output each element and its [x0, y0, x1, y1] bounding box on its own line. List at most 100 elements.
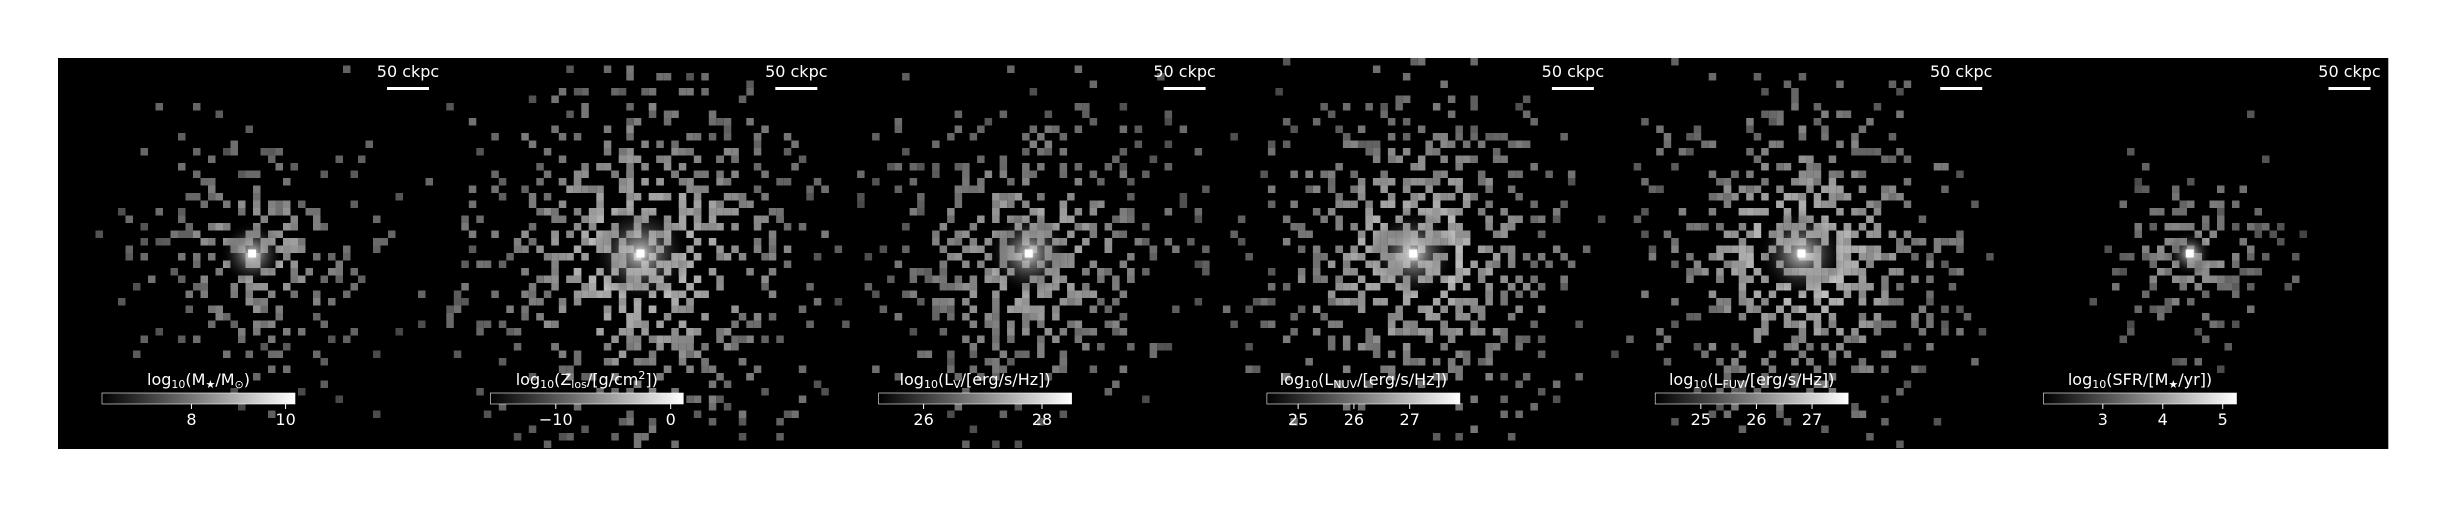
image-pixel — [969, 343, 978, 351]
image-pixel — [1723, 410, 1732, 418]
image-pixel — [1432, 313, 1441, 321]
image-pixel — [626, 410, 634, 418]
image-pixel — [1112, 380, 1120, 388]
image-pixel — [1320, 275, 1328, 283]
image-pixel — [1350, 268, 1358, 276]
image-pixel — [1507, 215, 1516, 223]
image-pixel — [1470, 425, 1478, 433]
image-pixel — [962, 298, 970, 306]
image-pixel — [1052, 283, 1060, 291]
image-pixel — [626, 170, 634, 178]
image-pixel — [1843, 230, 1852, 238]
image-pixel — [1783, 313, 1792, 321]
image-pixel — [813, 380, 822, 388]
image-pixel — [1440, 155, 1448, 163]
image-pixel — [320, 380, 328, 388]
image-pixel — [588, 185, 597, 193]
image-pixel — [1686, 313, 1694, 321]
image-pixel — [909, 163, 918, 171]
image-pixel — [1723, 200, 1732, 208]
image-pixel — [1746, 230, 1754, 238]
image-pixel — [693, 328, 702, 336]
image-pixel — [1768, 290, 1777, 298]
image-pixel — [902, 290, 910, 298]
image-pixel — [365, 140, 373, 148]
image-pixel — [1127, 215, 1135, 223]
image-pixel — [1746, 118, 1754, 126]
image-pixel — [723, 380, 732, 388]
image-pixel — [626, 73, 634, 81]
image-pixel — [1791, 178, 1799, 186]
image-pixel — [2209, 230, 2217, 238]
scale-bar-label: 50 ckpc — [2318, 62, 2380, 81]
image-pixel — [283, 253, 291, 261]
image-pixel — [1738, 380, 1747, 388]
image-pixel — [573, 88, 582, 96]
image-pixel — [1037, 343, 1045, 351]
image-pixel — [1888, 155, 1897, 163]
image-pixel — [648, 335, 657, 343]
image-pixel — [1312, 268, 1321, 276]
image-pixel — [1851, 245, 1859, 253]
image-pixel — [1044, 125, 1053, 133]
image-pixel — [1821, 305, 1829, 313]
image-pixel — [813, 178, 822, 186]
image-pixel — [798, 223, 807, 231]
image-pixel — [1432, 208, 1441, 216]
image-pixel — [977, 155, 985, 163]
image-pixel — [1387, 133, 1396, 141]
image-pixel — [1686, 133, 1694, 141]
image-pixel — [1941, 238, 1949, 246]
image-pixel — [641, 140, 649, 148]
image-pixel — [1851, 140, 1859, 148]
image-pixel — [969, 133, 978, 141]
image-pixel — [446, 320, 454, 328]
image-pixel — [453, 298, 462, 306]
image-pixel — [208, 238, 216, 246]
image-pixel — [1648, 185, 1657, 193]
image-pixel — [932, 170, 940, 178]
image-pixel — [947, 215, 955, 223]
image-pixel — [969, 185, 978, 193]
image-pixel — [1507, 253, 1516, 261]
image-pixel — [1485, 343, 1493, 351]
image-pixel — [1753, 335, 1762, 343]
image-pixel — [1522, 335, 1531, 343]
image-pixel — [2209, 260, 2217, 268]
image-pixel — [633, 433, 642, 441]
image-pixel — [962, 178, 970, 186]
image-pixel — [1761, 313, 1769, 321]
image-pixel — [1515, 215, 1523, 223]
image-pixel — [678, 163, 687, 171]
image-pixel — [1858, 223, 1867, 231]
image-pixel — [1149, 343, 1158, 351]
image-pixel — [1342, 365, 1351, 373]
image-pixel — [1828, 298, 1837, 306]
image-pixel — [193, 283, 201, 291]
image-pixel — [581, 163, 589, 171]
image-pixel — [2157, 268, 2165, 276]
image-pixel — [1641, 290, 1649, 298]
image-pixel — [1530, 403, 1538, 411]
image-pixel — [686, 335, 694, 343]
image-pixel — [1738, 313, 1747, 321]
image-pixel — [872, 133, 880, 141]
image-pixel — [193, 230, 201, 238]
image-pixel — [268, 208, 276, 216]
image-pixel — [1866, 320, 1874, 328]
label-part: 10 — [1304, 378, 1318, 391]
image-pixel — [984, 268, 993, 276]
image-pixel — [746, 80, 754, 88]
image-pixel — [1843, 268, 1852, 276]
image-pixel — [543, 440, 552, 448]
image-pixel — [1470, 133, 1478, 141]
image-pixel — [1447, 110, 1456, 118]
image-pixel — [1119, 170, 1128, 178]
image-pixel — [2127, 148, 2135, 156]
image-pixel — [1230, 133, 1238, 141]
image-pixel — [1230, 320, 1238, 328]
image-pixel — [1507, 433, 1516, 441]
image-pixel — [2247, 245, 2255, 253]
image-pixel — [1342, 253, 1351, 261]
image-pixel — [1485, 268, 1493, 276]
